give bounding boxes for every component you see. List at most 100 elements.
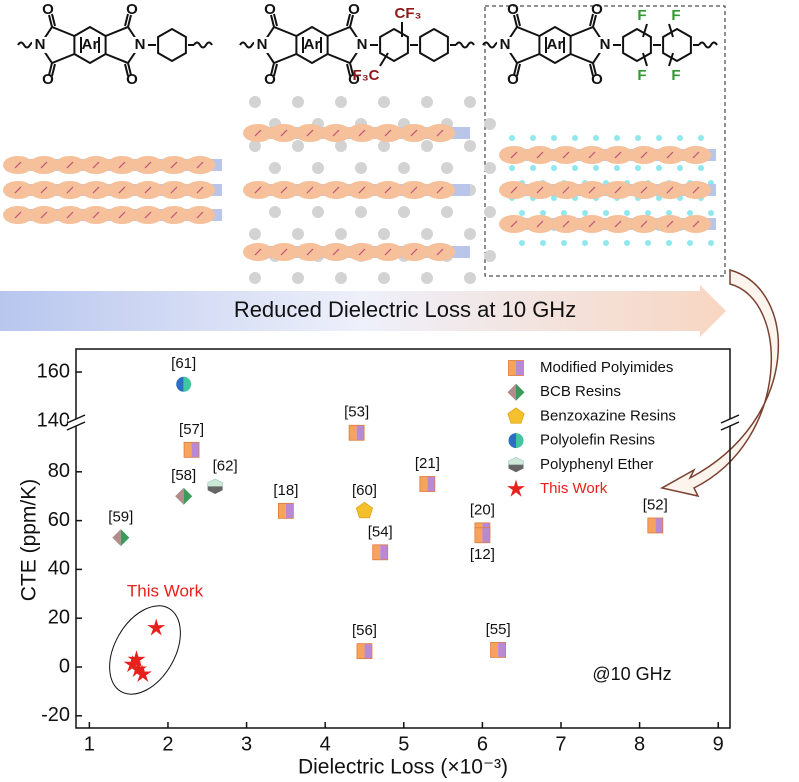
chain-mark	[410, 129, 418, 137]
chain-mark	[196, 161, 204, 169]
data-point	[277, 502, 294, 519]
substituent: CF₃	[395, 5, 422, 22]
chain-mark	[40, 186, 48, 194]
chain-mark	[306, 186, 314, 194]
atom-label: O	[348, 71, 360, 88]
data-point	[207, 478, 223, 494]
marker-part	[498, 642, 506, 658]
point-label: [62]	[213, 457, 238, 474]
marker-part	[356, 643, 365, 659]
marker-part	[490, 642, 499, 658]
atom-label: O	[126, 1, 138, 18]
legend-marker	[507, 407, 525, 424]
chain-mark	[536, 151, 544, 159]
point-label: [60]	[352, 482, 377, 499]
legend-label: Benzoxazine Resins	[540, 407, 676, 424]
marker-part	[508, 433, 516, 449]
gray-group	[292, 96, 304, 108]
gray-group	[378, 228, 390, 240]
axis-break	[66, 414, 86, 431]
marker-part	[133, 664, 152, 682]
chain-mark	[66, 186, 74, 194]
fluorine-dot	[624, 210, 630, 216]
legend-marker	[508, 433, 524, 449]
point-label: [58]	[171, 467, 196, 484]
data-point	[176, 376, 192, 392]
substituent: F	[637, 67, 646, 84]
x-tick-label: 8	[634, 733, 645, 755]
atom-label: N	[600, 36, 611, 53]
structure: O O O O N N Ar	[17, 1, 213, 88]
phenyl-ring	[622, 27, 652, 63]
chain-mark	[614, 186, 622, 194]
substituent: F	[637, 7, 646, 24]
bond	[504, 13, 606, 77]
fluorine-dot	[582, 240, 588, 246]
fluorine-dot	[645, 240, 651, 246]
atom-bg	[304, 37, 320, 53]
fluorine-dot	[561, 240, 567, 246]
chain-mark	[562, 220, 570, 228]
annotation: @10 GHz	[592, 664, 671, 684]
point-label: [59]	[108, 509, 133, 526]
gray-group	[421, 228, 433, 240]
legend-label: Polyolefin Resins	[540, 432, 655, 449]
x-tick-label: 5	[398, 733, 409, 755]
gray-group	[378, 140, 390, 152]
point-label: [20]	[470, 501, 495, 518]
data-point	[175, 487, 193, 505]
fluorine-dot	[614, 135, 620, 141]
chain-mark	[640, 220, 648, 228]
chain-mark	[14, 161, 22, 169]
data-point	[348, 424, 365, 441]
marker-part	[112, 529, 121, 547]
legend-marker	[508, 456, 524, 473]
gray-group	[292, 140, 304, 152]
chain-mark	[410, 186, 418, 194]
fluorine-dot	[645, 210, 651, 216]
data-point	[647, 517, 664, 534]
fluorine-dot	[687, 240, 693, 246]
chain-mark	[640, 151, 648, 159]
substituent: F₃C	[353, 67, 380, 84]
gray-group	[378, 96, 390, 108]
chain-mark	[436, 248, 444, 256]
chain-mark	[666, 151, 674, 159]
atom-label: O	[507, 71, 519, 88]
chain-mark	[666, 186, 674, 194]
chain-mark	[254, 186, 262, 194]
marker-part	[427, 476, 435, 492]
chain-mark	[536, 186, 544, 194]
highlight-box	[484, 5, 726, 277]
chain-mark	[280, 129, 288, 137]
chain-mark	[436, 186, 444, 194]
marker-part	[349, 425, 357, 441]
chain-mark	[358, 129, 366, 137]
atom-label: O	[264, 71, 276, 88]
gray-group	[464, 228, 476, 240]
fluorine-dot	[551, 165, 557, 171]
point-label: [53]	[344, 404, 369, 421]
y-tick-label: 80	[48, 460, 70, 482]
curved-arrow	[659, 269, 779, 498]
marker-part	[380, 544, 388, 560]
phenyl-ring	[419, 27, 449, 63]
point-label: [21]	[415, 455, 440, 472]
phenyl-ring	[379, 27, 409, 63]
atom-label: N	[500, 36, 511, 53]
fluorine-dot	[551, 135, 557, 141]
x-tick-label: 4	[320, 733, 331, 755]
axis-break-gap	[722, 419, 738, 426]
chain-mark	[92, 161, 100, 169]
chain-mark	[40, 161, 48, 169]
fluorine-dot	[561, 210, 567, 216]
gray-group	[335, 228, 347, 240]
atom-label: Ar	[82, 36, 99, 53]
marker-edge	[356, 643, 373, 660]
y-tick-label: 40	[48, 558, 70, 580]
chain-mark	[144, 186, 152, 194]
gray-group	[335, 272, 347, 284]
chain-mark	[332, 248, 340, 256]
y-tick-label: 140	[37, 409, 70, 431]
data-point	[112, 529, 130, 547]
